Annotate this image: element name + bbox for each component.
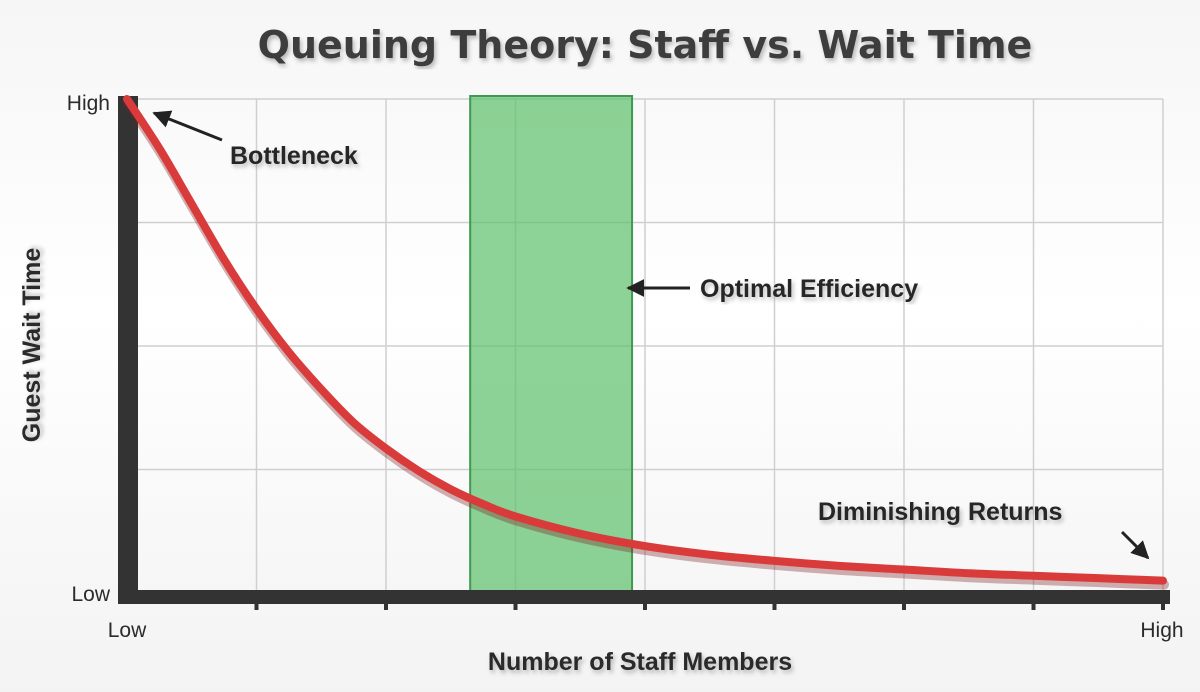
annotation-bottleneck: Bottleneck bbox=[230, 142, 358, 170]
y-axis-bar bbox=[118, 96, 138, 604]
x-axis-tick bbox=[1031, 600, 1036, 610]
x-axis-label: Number of Staff Members bbox=[488, 648, 792, 676]
optimal-efficiency-band bbox=[469, 95, 634, 597]
x-axis-tick bbox=[254, 600, 259, 610]
annotation-diminishing-returns: Diminishing Returns bbox=[818, 498, 1062, 526]
x-axis-tick bbox=[772, 600, 777, 610]
x-axis-tick bbox=[902, 600, 906, 610]
x-axis-ticks bbox=[254, 600, 1165, 610]
annotation-bottleneck-arrow bbox=[152, 110, 223, 142]
x-tick-min-label: Low bbox=[108, 619, 147, 642]
y-tick-max-label: High bbox=[67, 92, 110, 115]
annotation-diminishing-returns-arrow bbox=[1120, 530, 1150, 560]
x-axis-tick bbox=[1161, 600, 1165, 610]
series-line bbox=[123, 95, 1167, 585]
x-axis-bar bbox=[118, 590, 1170, 604]
annotation-optimal-efficiency: Optimal Efficiency bbox=[700, 275, 918, 303]
x-axis-tick bbox=[384, 600, 388, 610]
chart-title: Queuing Theory: Staff vs. Wait Time bbox=[258, 23, 1033, 67]
y-tick-min-label: Low bbox=[71, 583, 110, 606]
x-axis-tick bbox=[513, 600, 518, 610]
x-tick-max-label: High bbox=[1140, 619, 1183, 642]
x-axis-tick bbox=[643, 600, 647, 610]
y-axis-label: Guest Wait Time bbox=[18, 248, 46, 443]
